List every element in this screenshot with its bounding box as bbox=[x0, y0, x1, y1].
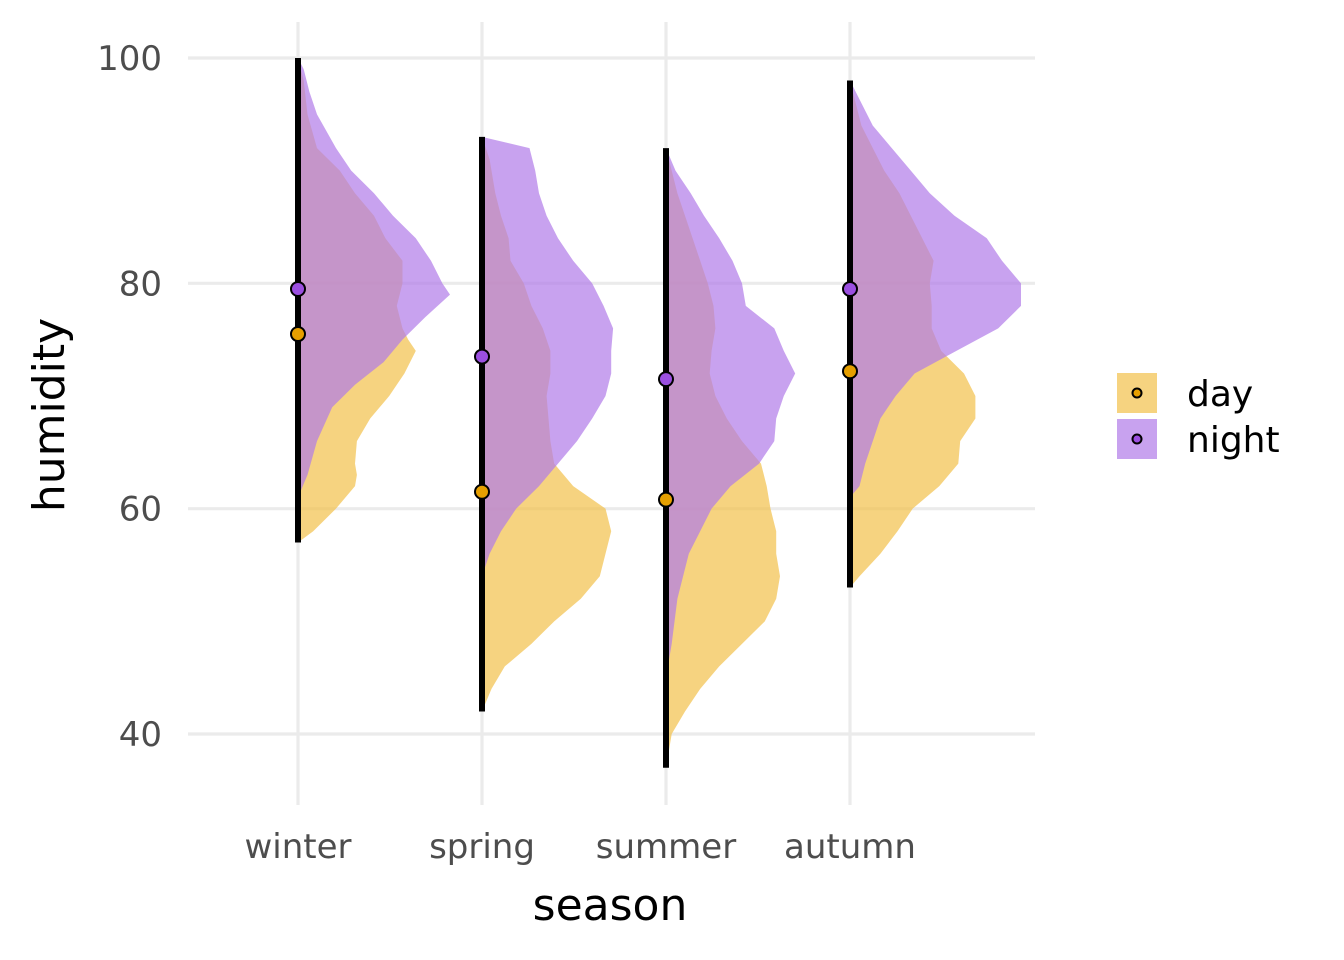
y-tick-label: 40 bbox=[119, 715, 162, 755]
median-point-layer bbox=[290, 280, 858, 508]
median-point-night-summer bbox=[658, 371, 674, 388]
legend-label-day: day bbox=[1187, 374, 1253, 415]
x-tick-label: autumn bbox=[784, 827, 916, 867]
median-point-night-winter bbox=[290, 280, 306, 297]
y-tick-labels: 40 60 80 100 bbox=[97, 39, 162, 755]
y-axis-title: humidity bbox=[24, 318, 75, 512]
x-tick-label: summer bbox=[596, 827, 736, 867]
x-tick-label: spring bbox=[429, 827, 535, 867]
median-point-day-summer bbox=[658, 491, 674, 508]
violin-night-spring bbox=[482, 136, 614, 577]
y-tick-label: 80 bbox=[119, 264, 162, 304]
violin-night-summer bbox=[666, 148, 796, 678]
legend-key-night bbox=[1117, 419, 1157, 459]
violin-night-autumn bbox=[850, 80, 1021, 498]
y-tick-label: 60 bbox=[119, 490, 162, 530]
x-tick-label: winter bbox=[244, 827, 351, 867]
y-tick-label: 100 bbox=[97, 39, 162, 79]
legend: day night bbox=[1117, 373, 1280, 461]
legend-label-night: night bbox=[1187, 420, 1280, 461]
median-point-day-autumn bbox=[842, 363, 858, 380]
median-point-day-spring bbox=[474, 483, 490, 500]
legend-key-day bbox=[1117, 373, 1157, 413]
violin-layer bbox=[298, 58, 1021, 768]
x-tick-labels: winter spring summer autumn bbox=[244, 827, 915, 867]
median-point-night-spring bbox=[474, 348, 490, 365]
violin-night-winter bbox=[298, 58, 450, 498]
median-point-night-autumn bbox=[842, 280, 858, 297]
x-axis-title: season bbox=[533, 880, 688, 931]
median-point-day-winter bbox=[290, 326, 306, 343]
range-line-layer bbox=[295, 58, 853, 768]
